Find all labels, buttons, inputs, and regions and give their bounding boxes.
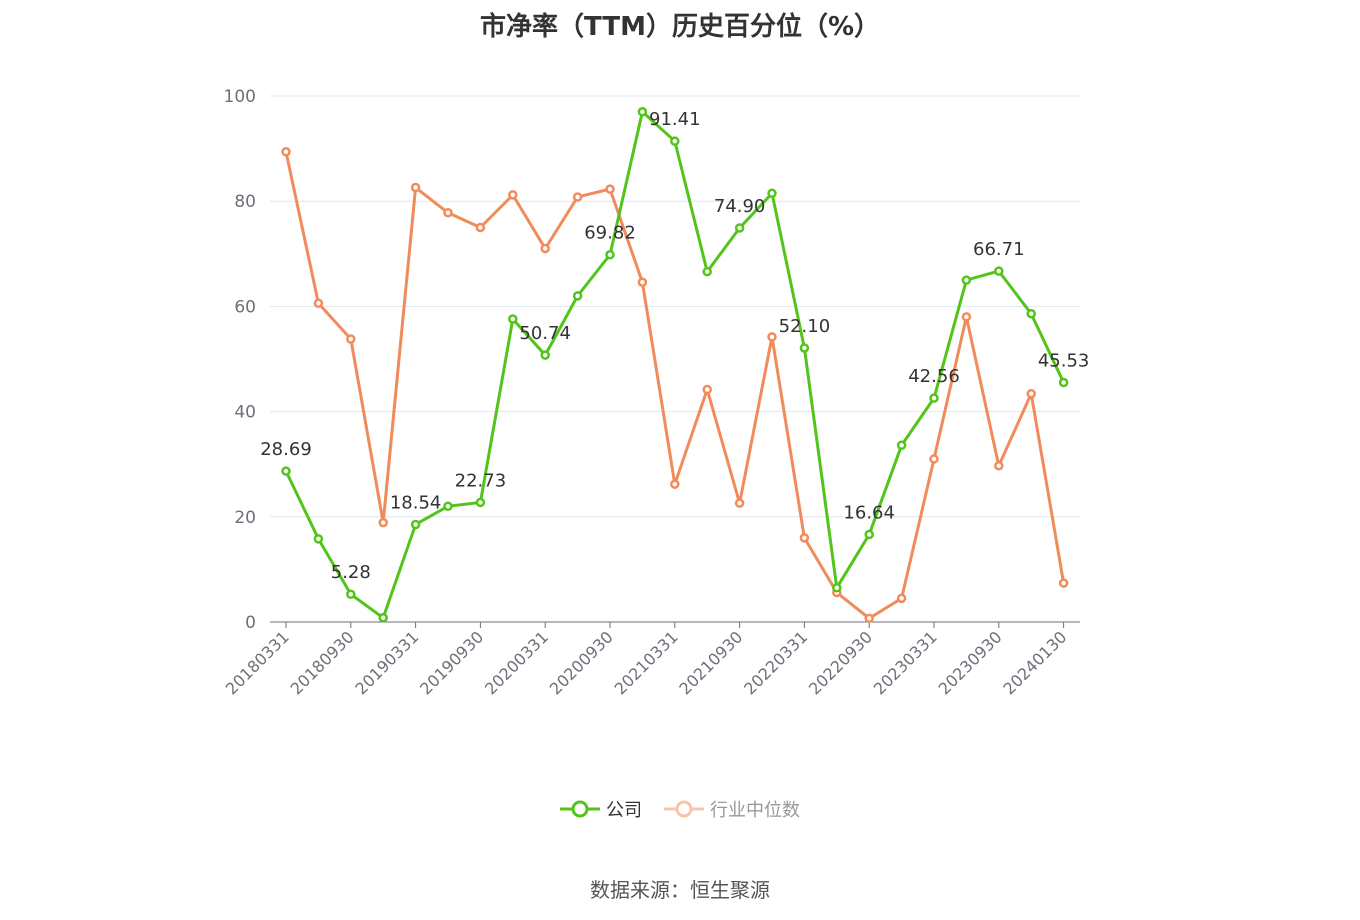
company-data-point	[508, 314, 518, 324]
y-tick-label: 0	[245, 613, 256, 633]
x-tick-label: 20240130	[999, 627, 1070, 698]
company-data-point	[896, 440, 907, 451]
industry-data-point	[410, 182, 421, 193]
company-data-point	[961, 275, 972, 285]
legend-industry-label: 行业中位数	[710, 800, 800, 821]
industry-data-point	[572, 192, 583, 202]
company-data-point	[475, 497, 486, 508]
x-tick-label: 20180331	[222, 627, 293, 698]
company-data-label: 69.82	[584, 223, 636, 244]
company-data-label: 22.73	[455, 470, 507, 491]
company-data-point	[313, 534, 324, 544]
y-tick-label: 40	[234, 403, 256, 423]
data-source-note: 数据来源：恒生聚源	[590, 878, 770, 902]
company-data-point	[767, 188, 777, 199]
industry-data-point	[281, 147, 291, 157]
x-tick-label: 20230331	[870, 627, 941, 698]
company-data-point	[572, 291, 583, 301]
industry-data-point	[799, 533, 810, 543]
company-data-label: 50.74	[519, 323, 571, 344]
company-data-point	[540, 350, 550, 360]
legend-industry-swatch	[664, 800, 704, 818]
industry-data-point	[508, 190, 518, 200]
company-data-point	[410, 519, 421, 530]
industry-data-point	[443, 208, 453, 218]
company-series-line	[284, 110, 1065, 620]
industry-data-point	[702, 384, 712, 395]
y-tick-label: 100	[224, 87, 256, 107]
x-tick-label: 20190930	[416, 627, 487, 698]
y-tick-label: 60	[234, 297, 256, 317]
industry-data-point	[540, 243, 550, 254]
x-tick-label: 20200331	[481, 627, 552, 698]
x-tick-label: 20220930	[805, 627, 876, 698]
company-data-point	[1058, 377, 1069, 388]
company-data-point	[378, 613, 388, 623]
industry-data-point	[864, 613, 874, 624]
company-data-label: 74.90	[714, 196, 766, 217]
company-data-label: 42.56	[908, 366, 960, 387]
company-data-point	[1026, 309, 1036, 319]
industry-data-point	[994, 461, 1004, 471]
y-tick-label: 20	[234, 508, 256, 528]
company-data-point	[734, 223, 745, 233]
company-data-label: 52.10	[779, 316, 831, 337]
chart-title: 市净率（TTM）历史百分位（%）	[480, 12, 880, 42]
company-data-point	[670, 136, 680, 146]
x-tick-label: 20200930	[546, 627, 617, 698]
industry-data-point	[929, 454, 939, 464]
x-tick-label: 20190331	[351, 627, 422, 698]
company-data-label: 45.53	[1038, 351, 1090, 372]
industry-data-point	[896, 593, 907, 604]
company-data-label: 18.54	[390, 492, 442, 513]
company-data-point	[929, 393, 939, 403]
company-data-point	[605, 249, 615, 260]
industry-data-point	[1058, 578, 1069, 588]
legend: 公司 行业中位数	[0, 796, 1360, 822]
company-data-label: 16.64	[843, 502, 895, 523]
company-data-point	[799, 343, 810, 353]
company-data-point	[832, 583, 842, 593]
company-data-label: 91.41	[649, 109, 701, 130]
industry-data-point	[670, 479, 680, 489]
industry-data-point	[734, 498, 745, 508]
legend-company-swatch	[560, 800, 600, 818]
industry-data-point	[605, 184, 615, 194]
x-tick-label: 20220331	[740, 627, 811, 698]
company-data-point	[281, 466, 291, 476]
company-data-label: 5.28	[331, 562, 371, 583]
x-tick-label: 20180930	[287, 627, 358, 698]
legend-item-industry[interactable]: 行业中位数	[664, 796, 800, 822]
industry-data-point	[1026, 388, 1036, 399]
company-data-label: 66.71	[973, 239, 1025, 260]
industry-data-point	[475, 222, 486, 233]
company-data-label: 28.69	[260, 439, 312, 460]
industry-data-point	[378, 517, 388, 528]
industry-data-point	[961, 312, 972, 322]
industry-data-point	[313, 298, 324, 308]
industry-data-point	[767, 332, 777, 342]
company-data-point	[637, 107, 648, 117]
y-tick-label: 80	[234, 192, 256, 212]
x-tick-label: 20230930	[935, 627, 1006, 698]
company-data-point	[443, 501, 453, 512]
company-data-point	[994, 266, 1004, 276]
company-data-point	[702, 266, 712, 277]
industry-data-point	[637, 277, 648, 287]
x-tick-label: 20210930	[675, 627, 746, 698]
legend-company-label: 公司	[606, 800, 642, 821]
company-data-point	[346, 589, 356, 599]
industry-data-point	[346, 334, 356, 344]
x-tick-label: 20210331	[611, 627, 682, 698]
legend-item-company[interactable]: 公司	[560, 796, 642, 822]
company-data-point	[864, 529, 874, 540]
